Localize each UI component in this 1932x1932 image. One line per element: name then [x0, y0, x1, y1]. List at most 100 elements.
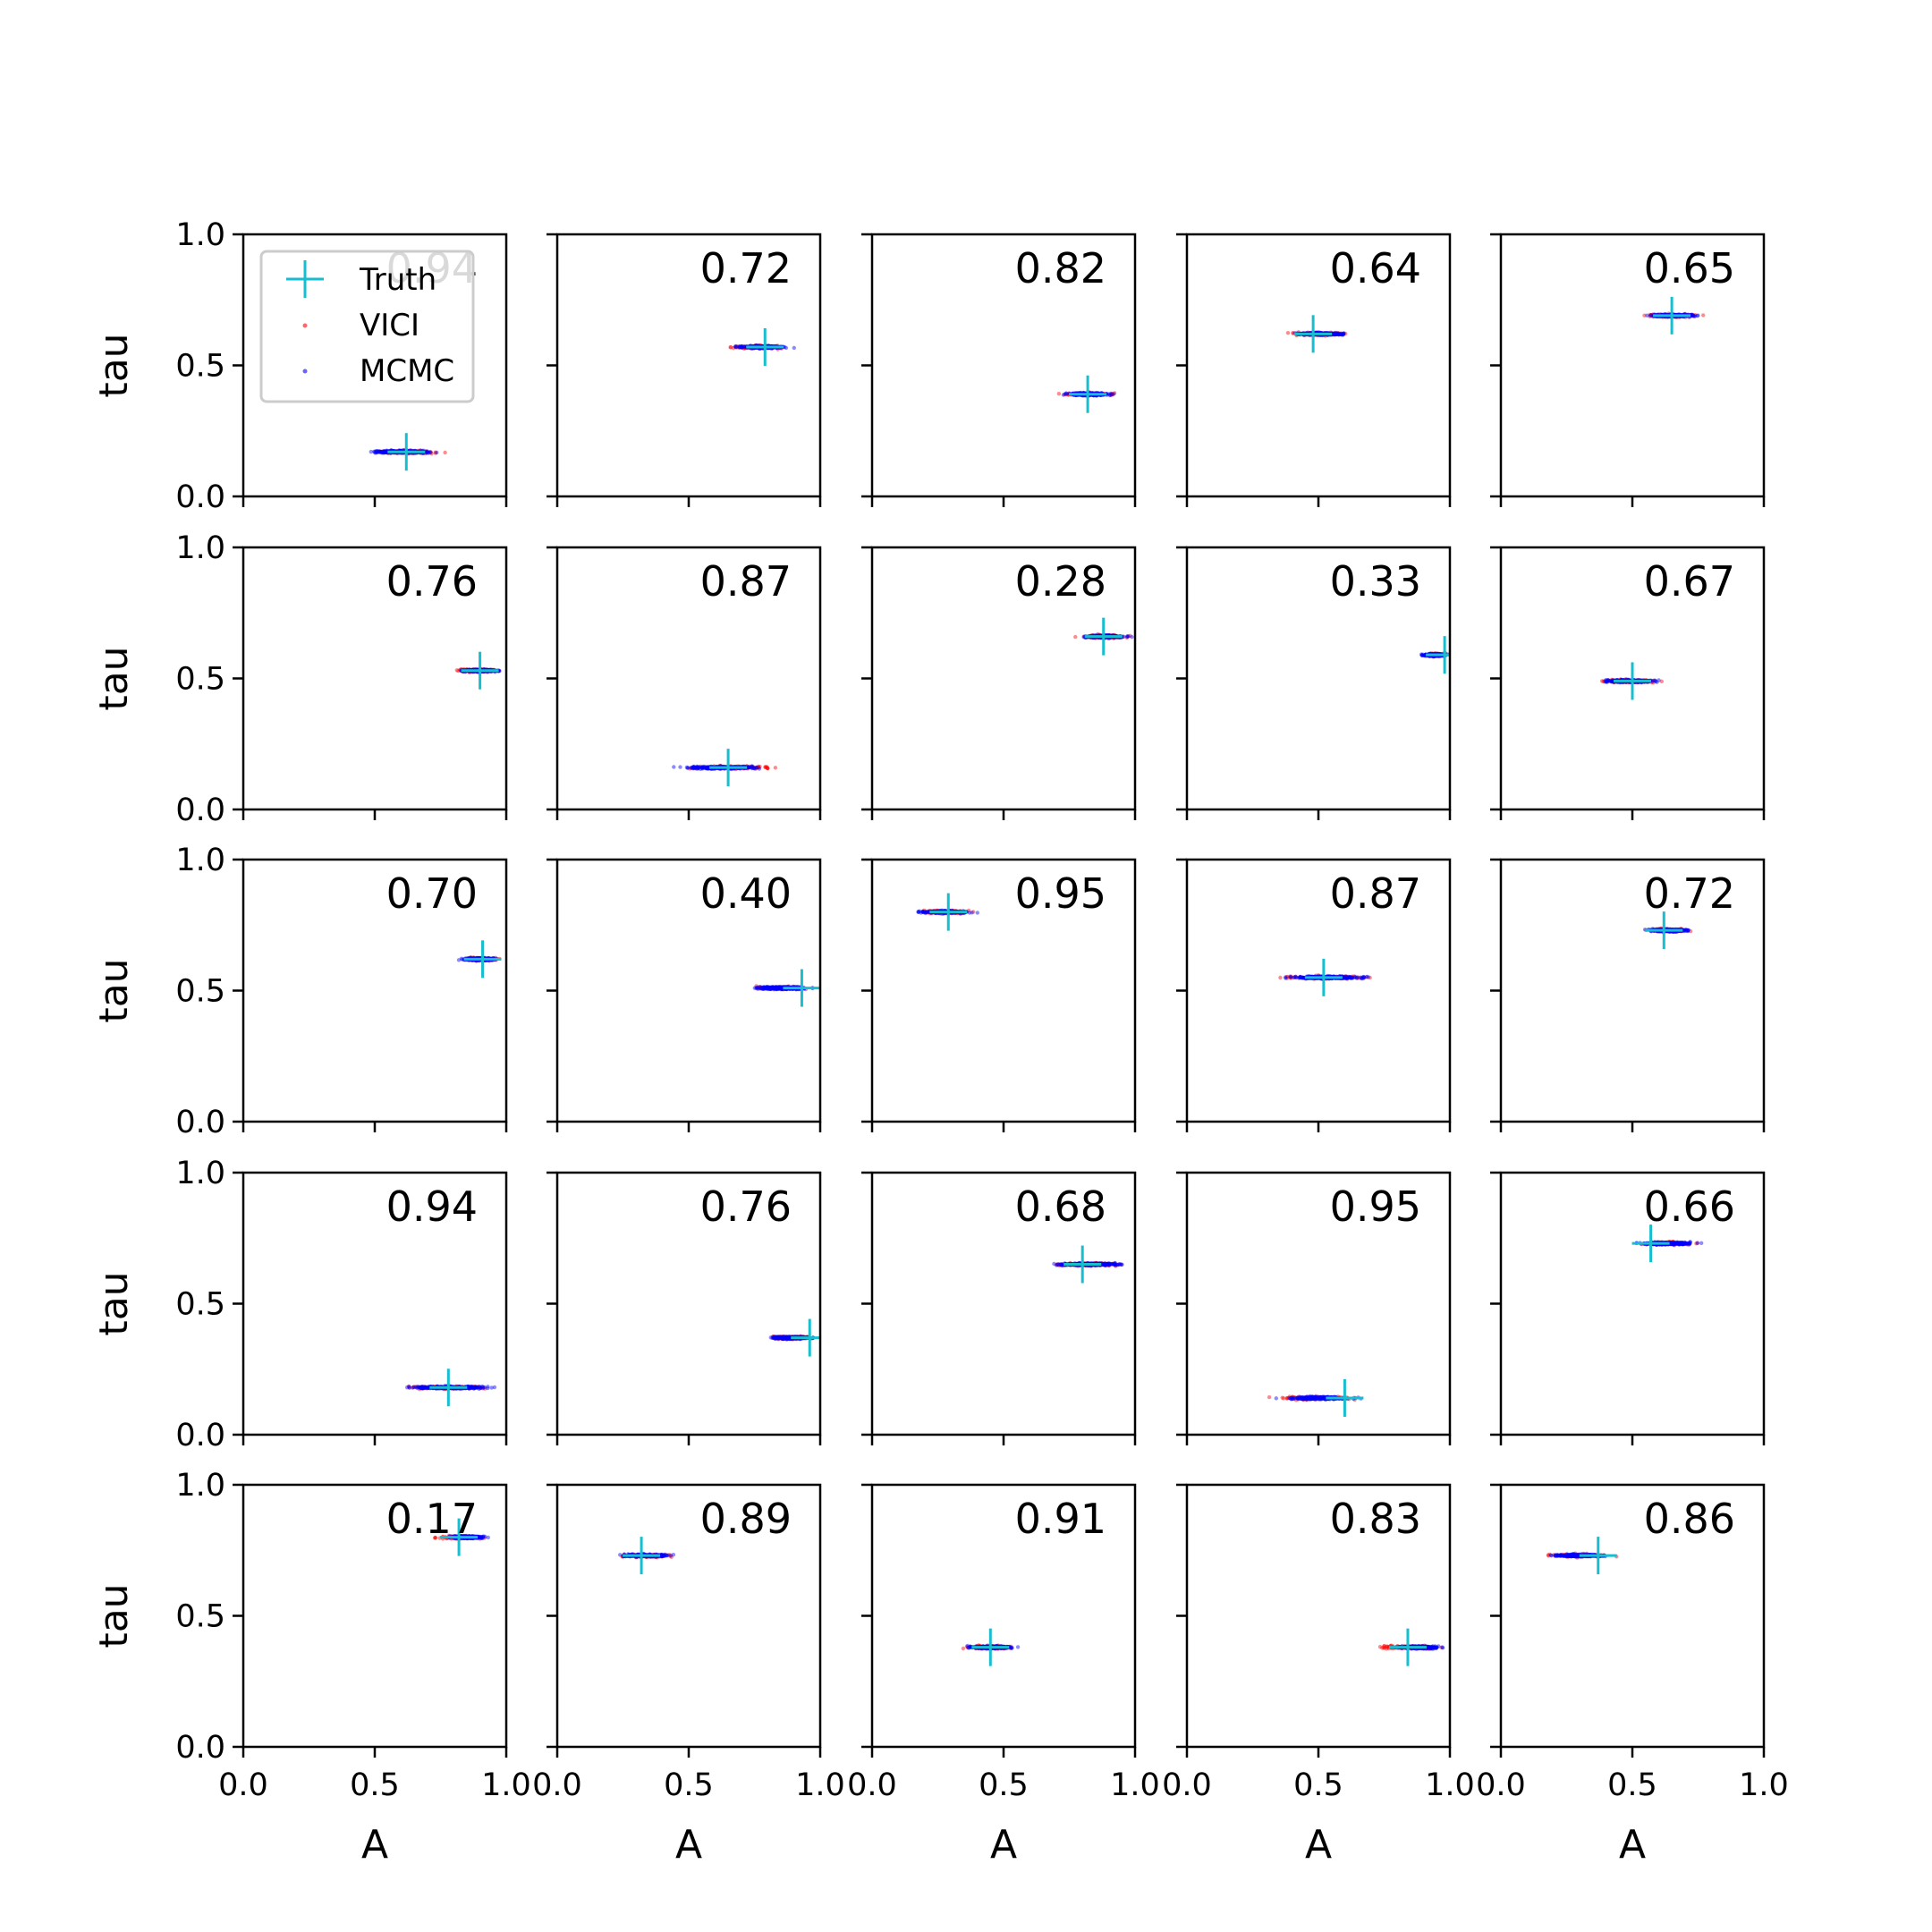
x-tick-label: 0.5	[1607, 1767, 1657, 1803]
y-tick-label: 0.0	[175, 792, 225, 828]
y-tick-label: 0.5	[175, 1287, 225, 1323]
truth-marker	[1063, 1245, 1102, 1284]
panel-value: 0.70	[386, 869, 478, 918]
y-tick-label: 0.0	[175, 1105, 225, 1140]
x-tick-label: 1.0	[481, 1767, 531, 1803]
x-tick-label: 1.0	[795, 1767, 845, 1803]
plot-area	[768, 1318, 820, 1357]
x-tick-label: 0.5	[664, 1767, 714, 1803]
panel-5-4: 0.0 0.5 1.0 A 0.83	[1162, 1483, 1475, 1868]
panel-value: 0.72	[700, 244, 792, 292]
x-axis-label: A	[1305, 1822, 1332, 1868]
y-axis-label: tau	[91, 1583, 137, 1648]
panel-value: 0.66	[1644, 1182, 1735, 1231]
panel-value: 0.95	[1015, 869, 1106, 918]
panel-value: 0.86	[1644, 1495, 1735, 1543]
panel-value: 0.67	[1644, 557, 1735, 606]
truth-marker	[1614, 662, 1651, 700]
truth-marker	[1645, 911, 1683, 950]
truth-marker	[1294, 315, 1333, 353]
panel-2-3: 0.28	[861, 546, 1137, 820]
panel-value: 0.33	[1330, 557, 1421, 606]
y-tick-label: 1.0	[175, 217, 225, 253]
legend-mcmc-label: MCMC	[360, 353, 454, 389]
x-tick-label: 1.0	[1739, 1767, 1789, 1803]
plot-area	[1267, 1378, 1364, 1417]
panel-1-2: 0.72	[547, 233, 822, 507]
truth-marker	[791, 1318, 820, 1357]
legend-truth-label: Truth	[359, 262, 436, 298]
x-tick-label: 1.0	[1425, 1767, 1475, 1803]
panel-value: 0.72	[1644, 869, 1735, 918]
panel-value: 0.91	[1015, 1495, 1106, 1543]
panel-4-3: 0.68	[861, 1171, 1137, 1445]
panel-4-4: 0.95	[1176, 1171, 1452, 1445]
truth-marker	[463, 940, 502, 979]
legend-truth-marker	[286, 260, 324, 298]
plot-area	[1631, 1224, 1704, 1263]
panel-value: 0.83	[1330, 1495, 1421, 1543]
legend-mcmc-marker	[302, 369, 308, 374]
legend-vici-label: VICI	[360, 308, 419, 343]
y-tick-label: 1.0	[175, 1156, 225, 1191]
panel-value: 0.87	[700, 557, 792, 606]
y-tick-label: 0.0	[175, 1418, 225, 1453]
y-axis-label: tau	[91, 333, 137, 397]
plot-area	[1278, 958, 1372, 996]
truth-marker	[1426, 636, 1450, 674]
y-tick-label: 0.5	[175, 662, 225, 698]
panel-1-3: 0.82	[861, 233, 1137, 507]
x-tick-label: 0.0	[532, 1767, 582, 1803]
plot-area	[1546, 1537, 1619, 1575]
legend: Truth VICI MCMC	[259, 250, 475, 403]
x-axis-label: A	[361, 1822, 388, 1868]
x-tick-label: 0.0	[1162, 1767, 1212, 1803]
legend-vici-marker	[302, 323, 308, 328]
truth-marker	[783, 969, 820, 1007]
legend-box	[259, 250, 475, 403]
panel-3-2: 0.40	[547, 858, 822, 1132]
plot-area	[916, 893, 980, 931]
truth-marker	[461, 651, 499, 690]
panel-2-5: 0.67	[1490, 546, 1766, 820]
x-tick-label: 0.5	[350, 1767, 400, 1803]
plot-area	[1642, 296, 1706, 335]
plot-area	[1052, 1245, 1124, 1284]
plot-area	[1056, 375, 1117, 413]
panel-3-3: 0.95	[861, 858, 1137, 1132]
plot-area	[752, 969, 820, 1007]
y-tick-label: 0.5	[175, 349, 225, 385]
panel-value: 0.76	[386, 557, 478, 606]
truth-marker	[429, 1368, 468, 1407]
truth-marker	[1579, 1537, 1617, 1575]
panel-grid: 0.0 0.5 1.0 tau 0.94 0.72 0.82 0.64 0.65 0.0 0.5 1.…	[91, 217, 1789, 1868]
x-axis-label: A	[990, 1822, 1017, 1868]
panel-value: 0.89	[700, 1495, 792, 1543]
panel-3-1: 0.0 0.5 1.0 tau 0.70	[91, 843, 508, 1140]
plot-area	[433, 1518, 490, 1556]
panel-5-5: 0.0 0.5 1.0 A 0.86	[1476, 1483, 1789, 1868]
y-axis-label: tau	[91, 958, 137, 1022]
x-tick-label: 0.0	[1476, 1767, 1526, 1803]
y-tick-label: 0.0	[175, 479, 225, 515]
x-tick-label: 0.5	[979, 1767, 1029, 1803]
plot-area	[1642, 911, 1693, 950]
plot-area	[961, 1628, 1021, 1666]
plot-area	[1599, 662, 1665, 700]
plot-area	[1419, 636, 1450, 674]
panel-value: 0.95	[1330, 1182, 1421, 1231]
panel-value: 0.65	[1644, 244, 1735, 292]
truth-marker	[746, 327, 784, 366]
x-tick-label: 0.0	[847, 1767, 897, 1803]
panel-value: 0.40	[700, 869, 792, 918]
y-tick-label: 0.5	[175, 974, 225, 1010]
truth-marker	[1304, 958, 1343, 996]
panel-5-3: 0.0 0.5 1.0 A 0.91	[847, 1483, 1160, 1868]
truth-marker	[709, 749, 748, 787]
plot-area	[1377, 1628, 1445, 1666]
panel-value: 0.87	[1330, 869, 1421, 918]
x-axis-label: A	[1619, 1822, 1646, 1868]
truth-marker	[440, 1518, 479, 1556]
truth-marker	[971, 1628, 1010, 1666]
